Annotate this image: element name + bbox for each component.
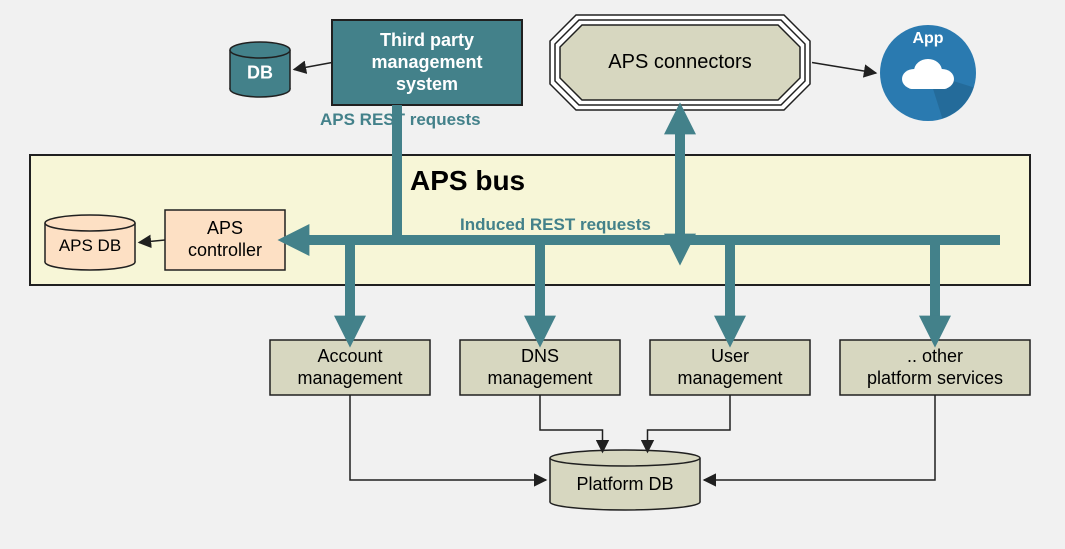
svg-text:DNS: DNS (521, 346, 559, 366)
svg-text:Account: Account (317, 346, 382, 366)
svg-text:system: system (396, 74, 458, 94)
svg-text:Platform DB: Platform DB (576, 474, 673, 494)
svg-text:management: management (297, 368, 402, 388)
svg-text:management: management (371, 52, 482, 72)
svg-text:controller: controller (188, 240, 262, 260)
svg-text:User: User (711, 346, 749, 366)
svg-text:.. other: .. other (907, 346, 963, 366)
svg-text:APS: APS (207, 218, 243, 238)
svg-text:management: management (487, 368, 592, 388)
svg-text:APS REST requests: APS REST requests (320, 110, 481, 129)
svg-text:APS DB: APS DB (59, 236, 121, 255)
svg-text:Induced REST requests: Induced REST requests (460, 215, 651, 234)
svg-text:platform services: platform services (867, 368, 1003, 388)
svg-text:management: management (677, 368, 782, 388)
svg-text:DB: DB (247, 62, 273, 82)
svg-text:APS connectors: APS connectors (608, 51, 751, 73)
svg-text:APS bus: APS bus (410, 165, 525, 196)
svg-text:Third party: Third party (380, 30, 474, 50)
svg-text:App: App (912, 30, 943, 47)
